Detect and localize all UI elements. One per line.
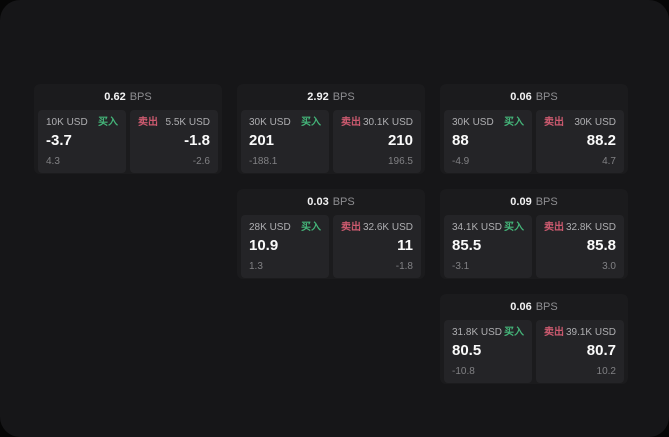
quote-panels: 30K USD 买入 88 -4.9 卖出 30K USD 88.2 4.7: [440, 110, 628, 177]
buy-price: 80.5: [452, 342, 482, 359]
sell-price: -1.8: [184, 132, 210, 149]
sell-size-label: 5.5K USD: [165, 117, 210, 128]
sell-size-label: 32.8K USD: [565, 222, 616, 233]
bps-unit-label: BPS: [535, 301, 558, 313]
spread-header: 0.06 BPS: [440, 84, 628, 110]
buy-quote-panel[interactable]: 10K USD 买入 -3.7 4.3: [38, 110, 126, 173]
buy-size-label: 10K USD: [46, 117, 88, 128]
quote-card: 2.92 BPS 30K USD 买入 201 -188.1 卖出 30.1K U…: [237, 84, 425, 174]
spread-value: 0.09: [510, 196, 532, 208]
sell-sub-value: 196.5: [387, 156, 413, 167]
sell-side-tag: 卖出: [544, 117, 564, 128]
buy-price: 10.9: [249, 237, 279, 254]
buy-sub-value: -4.9: [452, 156, 470, 167]
sell-sub-value: 10.2: [596, 366, 616, 377]
spread-header: 2.92 BPS: [237, 84, 425, 110]
spread-header: 0.62 BPS: [34, 84, 222, 110]
quote-card: 0.06 BPS 30K USD 买入 88 -4.9 卖出 30K USD: [440, 84, 628, 174]
sell-price: 85.8: [586, 237, 616, 254]
sell-side-tag: 卖出: [341, 117, 361, 128]
buy-quote-panel[interactable]: 30K USD 买入 88 -4.9: [444, 110, 532, 173]
sell-sub-value: 3.0: [602, 261, 616, 272]
sell-quote-panel[interactable]: 卖出 32.8K USD 85.8 3.0: [536, 215, 624, 278]
spread-header: 0.06 BPS: [440, 294, 628, 320]
sell-sub-value: -2.6: [192, 156, 210, 167]
quote-card: 0.03 BPS 28K USD 买入 10.9 1.3 卖出 32.6K USD: [237, 189, 425, 279]
sell-price: 11: [397, 237, 413, 254]
sell-quote-panel[interactable]: 卖出 32.6K USD 11 -1.8: [333, 215, 421, 278]
quote-card-grid: 0.62 BPS 10K USD 买入 -3.7 4.3 卖出 5.5K USD: [34, 84, 628, 384]
sell-side-tag: 卖出: [544, 327, 564, 338]
bps-unit-label: BPS: [129, 91, 152, 103]
spread-value: 0.62: [104, 91, 126, 103]
buy-size-label: 30K USD: [452, 117, 494, 128]
buy-price: 88: [452, 132, 469, 149]
buy-sub-value: 1.3: [249, 261, 263, 272]
quote-panels: 10K USD 买入 -3.7 4.3 卖出 5.5K USD -1.8 -2.…: [34, 110, 222, 177]
bps-unit-label: BPS: [332, 91, 355, 103]
sell-size-label: 39.1K USD: [565, 327, 616, 338]
buy-sub-value: 4.3: [46, 156, 60, 167]
buy-price: -3.7: [46, 132, 72, 149]
bps-unit-label: BPS: [535, 196, 558, 208]
quote-panels: 31.8K USD 买入 80.5 -10.8 卖出 39.1K USD 80.…: [440, 320, 628, 387]
sell-price: 88.2: [586, 132, 616, 149]
buy-side-tag: 买入: [301, 117, 321, 128]
quote-panels: 34.1K USD 买入 85.5 -3.1 卖出 32.8K USD 85.8…: [440, 215, 628, 282]
sell-side-tag: 卖出: [138, 117, 158, 128]
buy-side-tag: 买入: [98, 117, 118, 128]
sell-side-tag: 卖出: [544, 222, 564, 233]
spread-value: 2.92: [307, 91, 329, 103]
buy-side-tag: 买入: [504, 222, 524, 233]
buy-sub-value: -188.1: [249, 156, 278, 167]
buy-side-tag: 买入: [504, 327, 524, 338]
spread-value: 0.06: [510, 91, 532, 103]
quote-card: 0.09 BPS 34.1K USD 买入 85.5 -3.1 卖出 32.8K …: [440, 189, 628, 279]
sell-size-label: 30.1K USD: [362, 117, 413, 128]
buy-sub-value: -10.8: [452, 366, 475, 377]
sell-side-tag: 卖出: [341, 222, 361, 233]
buy-size-label: 34.1K USD: [452, 222, 503, 233]
quote-card: 0.62 BPS 10K USD 买入 -3.7 4.3 卖出 5.5K USD: [34, 84, 222, 174]
buy-sub-value: -3.1: [452, 261, 470, 272]
buy-size-label: 31.8K USD: [452, 327, 503, 338]
buy-side-tag: 买入: [301, 222, 321, 233]
buy-quote-panel[interactable]: 30K USD 买入 201 -188.1: [241, 110, 329, 173]
buy-price: 85.5: [452, 237, 482, 254]
quote-panels: 30K USD 买入 201 -188.1 卖出 30.1K USD 210 1…: [237, 110, 425, 177]
buy-side-tag: 买入: [504, 117, 524, 128]
bps-unit-label: BPS: [535, 91, 558, 103]
sell-quote-panel[interactable]: 卖出 30.1K USD 210 196.5: [333, 110, 421, 173]
sell-price: 210: [387, 132, 413, 149]
buy-price: 201: [249, 132, 275, 149]
sell-price: 80.7: [586, 342, 616, 359]
sell-quote-panel[interactable]: 卖出 39.1K USD 80.7 10.2: [536, 320, 624, 383]
sell-quote-panel[interactable]: 卖出 30K USD 88.2 4.7: [536, 110, 624, 173]
quote-panels: 28K USD 买入 10.9 1.3 卖出 32.6K USD 11 -1.8: [237, 215, 425, 282]
spread-header: 0.09 BPS: [440, 189, 628, 215]
quote-card: 0.06 BPS 31.8K USD 买入 80.5 -10.8 卖出 39.1K…: [440, 294, 628, 384]
buy-quote-panel[interactable]: 28K USD 买入 10.9 1.3: [241, 215, 329, 278]
buy-size-label: 28K USD: [249, 222, 291, 233]
spread-header: 0.03 BPS: [237, 189, 425, 215]
buy-quote-panel[interactable]: 31.8K USD 买入 80.5 -10.8: [444, 320, 532, 383]
bps-unit-label: BPS: [332, 196, 355, 208]
sell-quote-panel[interactable]: 卖出 5.5K USD -1.8 -2.6: [130, 110, 218, 173]
spread-value: 0.06: [510, 301, 532, 313]
buy-size-label: 30K USD: [249, 117, 291, 128]
sell-size-label: 32.6K USD: [362, 222, 413, 233]
sell-size-label: 30K USD: [574, 117, 616, 128]
sell-sub-value: 4.7: [602, 156, 616, 167]
sell-sub-value: -1.8: [395, 261, 413, 272]
spread-value: 0.03: [307, 196, 329, 208]
buy-quote-panel[interactable]: 34.1K USD 买入 85.5 -3.1: [444, 215, 532, 278]
